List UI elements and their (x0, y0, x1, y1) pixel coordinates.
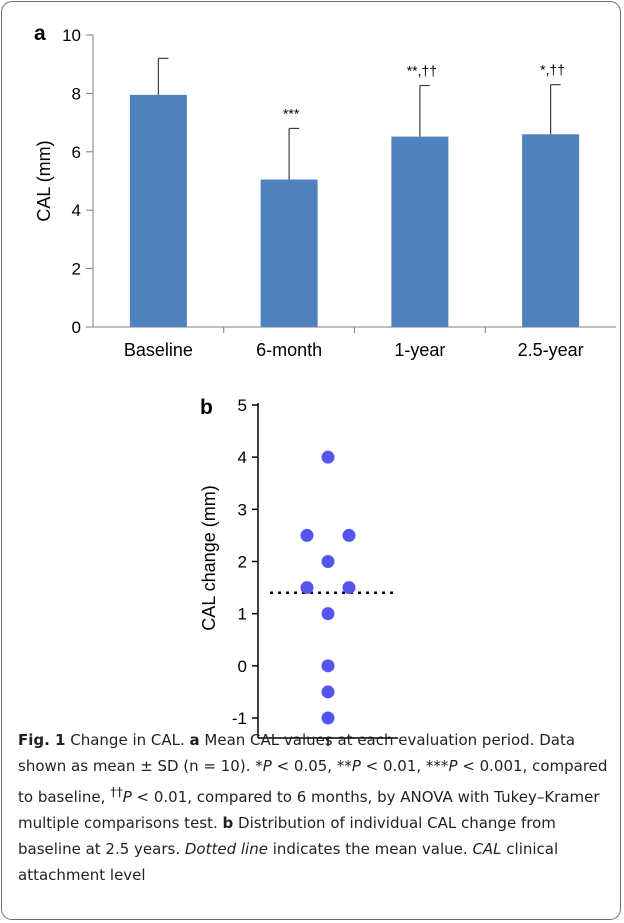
y-tick-label-a: 0 (72, 318, 81, 337)
significance-label: *,†† (540, 62, 565, 78)
caption-panel-b: b (222, 814, 234, 832)
significance-label: **,†† (407, 63, 437, 79)
x-tick-label-a: 1-year (394, 340, 445, 360)
y-tick-label-b: 1 (238, 605, 247, 624)
significance-label: *** (283, 105, 300, 121)
caption-text: < 0.001, compared to baseline, (18, 757, 608, 806)
caption-fig-label: Fig. 1 (18, 731, 66, 749)
y-tick-label-a: 10 (62, 26, 81, 45)
data-point (321, 659, 335, 673)
bar (129, 94, 187, 327)
data-point (300, 528, 314, 542)
figure-caption: Fig. 1 Change in CAL. a Mean CAL values … (18, 727, 614, 888)
data-point (321, 607, 335, 621)
data-point (321, 685, 335, 699)
x-tick-label-a: 6-month (256, 340, 322, 360)
data-point (321, 555, 335, 568)
caption-p: P (351, 757, 361, 775)
bar-chart-cal: a CAL (mm) 0 2 4 6 8 10 Baseline 6-month *** 1-ye… (34, 22, 616, 360)
data-point (342, 528, 356, 542)
data-point (300, 581, 314, 595)
data-point (321, 450, 335, 464)
x-tick-label-a: 2.5-year (518, 340, 584, 360)
bar (522, 134, 580, 327)
data-point (342, 581, 356, 595)
data-point (321, 711, 335, 725)
y-tick-label-a: 2 (72, 260, 81, 279)
y-tick-label-a: 8 (72, 84, 81, 103)
y-tick-label-b: -1 (232, 709, 247, 728)
y-tick-label-b: 2 (238, 553, 247, 572)
caption-text: Mean CAL values at each evaluation perio… (18, 731, 576, 775)
caption-panel-a: a (189, 731, 200, 749)
caption-p: P (122, 788, 132, 806)
panel-label-b: b (200, 396, 213, 419)
caption-text: Distribution of individual CAL change fr… (18, 814, 556, 858)
caption-dotted-line: Dotted line (184, 840, 268, 858)
y-tick-label-a: 6 (72, 143, 81, 162)
bar (391, 136, 449, 327)
caption-p: P (448, 757, 458, 775)
y-tick-label-b: 3 (238, 500, 247, 519)
caption-text: clinical attachment level (18, 840, 559, 884)
panel-label-a: a (34, 22, 46, 45)
caption-text: < 0.01, compared to 6 months, by ANOVA w… (18, 788, 600, 832)
caption-text: < 0.05, ** (271, 757, 352, 775)
scatter-chart-cal-change: b CAL change (mm) 5 4 3 2 1 0 -1 (199, 396, 398, 746)
caption-text: Change in CAL. (65, 731, 190, 749)
x-tick-label-a: Baseline (124, 340, 193, 360)
bar (260, 179, 318, 327)
y-axis-label-b: CAL change (mm) (199, 485, 219, 630)
y-tick-label-b: 4 (238, 448, 247, 467)
y-tick-label-a: 4 (72, 201, 81, 220)
caption-p: P (262, 757, 272, 775)
caption-text: < 0.01, *** (360, 757, 449, 775)
y-axis-label-a: CAL (mm) (34, 140, 54, 221)
y-tick-label-b: 0 (238, 657, 247, 676)
y-tick-label-b: 5 (238, 396, 247, 415)
caption-cal: CAL (472, 840, 502, 858)
caption-dagger: †† (110, 784, 123, 799)
caption-text: indicates the mean value. (267, 840, 473, 858)
